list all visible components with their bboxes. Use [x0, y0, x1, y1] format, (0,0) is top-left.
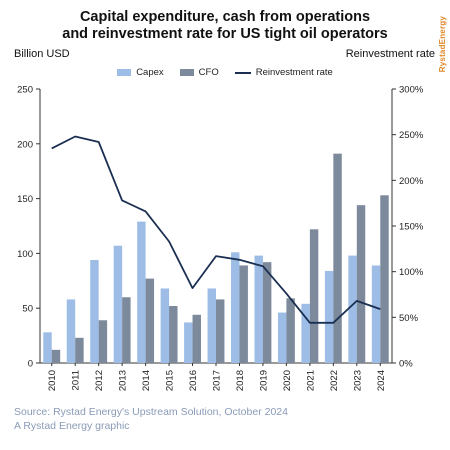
bar-cfo — [122, 297, 131, 363]
source-line1: Source: Rystad Energy's Upstream Solutio… — [14, 406, 288, 418]
x-tick-label: 2020 — [282, 370, 293, 391]
legend-item-cfo: CFO — [179, 67, 219, 78]
legend-item-capex: Capex — [117, 67, 164, 78]
x-tick-label: 2021 — [305, 370, 316, 391]
bar-cfo — [169, 306, 178, 363]
bar-capex — [277, 312, 287, 363]
left-tick-label: 150 — [17, 194, 33, 205]
bar-cfo — [216, 299, 225, 363]
chart-title: Capital expenditure, cash from operation… — [0, 9, 450, 43]
bar-cfo — [286, 298, 295, 363]
right-tick-label: 150% — [399, 222, 424, 233]
source-line2: A Rystad Energy graphic — [14, 420, 130, 432]
right-tick-label: 300% — [399, 85, 424, 96]
bar-capex — [324, 270, 334, 363]
x-tick-label: 2019 — [258, 370, 269, 391]
right-tick-label: 50% — [399, 313, 419, 324]
bar-cfo — [309, 229, 319, 363]
right-axis-unit: Reinvestment rate — [345, 48, 435, 60]
x-tick-label: 2011 — [71, 370, 82, 390]
bar-capex — [137, 221, 146, 363]
x-tick-label: 2022 — [329, 370, 340, 391]
bar-capex — [254, 255, 263, 363]
bar-cfo — [51, 349, 61, 363]
bar-capex — [90, 259, 99, 363]
x-tick-label: 2016 — [188, 370, 199, 391]
bar-capex — [43, 332, 52, 363]
reinvestment-rate-line — [51, 135, 381, 324]
right-tick-label: 0% — [399, 359, 413, 370]
x-tick-label: 2018 — [235, 370, 246, 391]
bar-cfo — [356, 205, 366, 363]
legend-swatch-cfo — [179, 69, 194, 76]
left-axis-unit: Billion USD — [14, 48, 70, 60]
right-tick-label: 200% — [399, 176, 424, 187]
bar-capex — [301, 303, 310, 363]
bar-cfo — [98, 320, 108, 363]
bar-cfo — [262, 262, 272, 363]
source-note: Source: Rystad Energy's Upstream Solutio… — [14, 405, 288, 433]
legend-swatch-reinvestment — [234, 71, 251, 74]
bar-cfo — [333, 153, 342, 363]
chart-legend: Capex CFO Reinvestment rate — [0, 67, 450, 78]
left-tick-label: 200 — [17, 139, 33, 150]
x-tick-label: 2014 — [141, 370, 152, 391]
left-tick-label: 250 — [17, 85, 33, 96]
x-tick-label: 2013 — [118, 370, 129, 391]
right-tick-label: 100% — [399, 267, 424, 278]
bar-cfo — [380, 195, 389, 363]
left-tick-label: 100 — [17, 249, 33, 260]
bar-capex — [207, 288, 216, 363]
x-tick-label: 2015 — [165, 370, 176, 391]
bar-capex — [184, 322, 193, 363]
bar-capex — [348, 255, 357, 363]
legend-item-reinvestment: Reinvestment rate — [234, 67, 333, 78]
chart-title-line1: Capital expenditure, cash from operation… — [79, 9, 371, 25]
x-tick-label: 2024 — [376, 370, 387, 391]
bar-capex — [231, 252, 240, 363]
legend-swatch-capex — [117, 69, 132, 76]
x-tick-label: 2012 — [94, 370, 105, 391]
bar-capex — [113, 245, 123, 363]
left-tick-label: 0 — [28, 359, 33, 370]
bar-cfo — [192, 314, 201, 363]
right-tick-label: 250% — [399, 130, 424, 141]
left-tick-label: 50 — [22, 304, 33, 315]
bar-cfo — [145, 278, 155, 363]
legend-label-reinvestment: Reinvestment rate — [255, 67, 333, 78]
bar-capex — [66, 299, 76, 363]
legend-label-capex: Capex — [136, 67, 164, 78]
chart-title-line2: and reinvestment rate for US tight oil o… — [62, 26, 388, 42]
bar-capex — [160, 288, 170, 363]
bar-cfo — [75, 337, 84, 363]
bar-capex — [371, 265, 381, 363]
x-tick-label: 2023 — [352, 370, 363, 391]
legend-label-cfo: CFO — [198, 67, 219, 78]
x-tick-label: 2010 — [47, 370, 58, 391]
bar-cfo — [239, 265, 248, 363]
x-tick-label: 2017 — [212, 370, 223, 391]
